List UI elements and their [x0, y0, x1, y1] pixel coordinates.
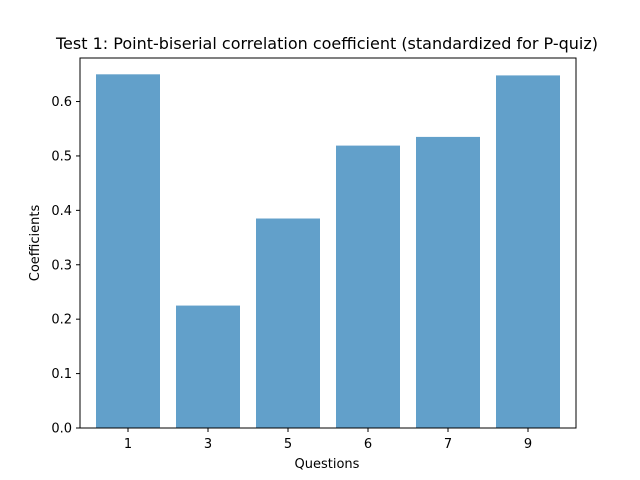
bars: [96, 74, 560, 428]
y-tick-label: 0.0: [51, 422, 72, 437]
bar-question-6: [336, 145, 400, 428]
bar-question-1: [96, 74, 160, 428]
chart-title: Test 1: Point-biserial correlation coeff…: [55, 34, 598, 53]
y-tick-label: 0.6: [51, 95, 72, 110]
axes-frame: [79, 57, 577, 429]
x-tick-label: 7: [444, 437, 452, 452]
x-tick-label: 5: [284, 437, 292, 452]
y-axis-label: Coefficients: [28, 205, 43, 282]
bar-question-5: [256, 218, 320, 428]
bar-question-3: [176, 305, 240, 428]
y-tick-label: 0.4: [51, 204, 72, 219]
x-axis-label: Questions: [295, 457, 360, 472]
y-tick-label: 0.5: [51, 149, 72, 164]
y-tick-label: 0.2: [51, 313, 72, 328]
axes: 0.0 0.1 0.2 0.3 0.4 0.5 0.6 1 3 5 6 7 9: [51, 57, 577, 452]
bar-question-9: [496, 75, 560, 428]
y-tick-label: 0.3: [51, 258, 72, 273]
y-tick-label: 0.1: [51, 367, 72, 382]
x-tick-label: 1: [124, 437, 132, 452]
x-tick-label: 3: [204, 437, 212, 452]
bar-question-7: [416, 136, 480, 428]
x-tick-label: 6: [364, 437, 372, 452]
x-tick-label: 9: [524, 437, 532, 452]
